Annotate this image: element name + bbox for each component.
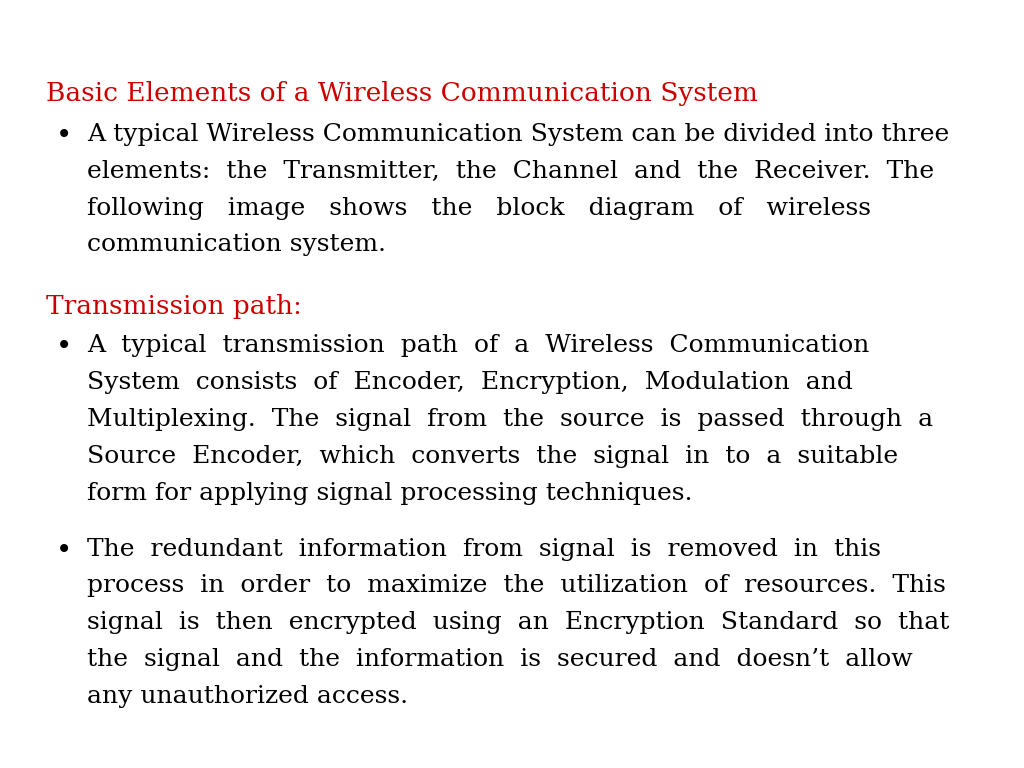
Text: Transmission path:: Transmission path: [46, 294, 302, 319]
Text: Source  Encoder,  which  converts  the  signal  in  to  a  suitable: Source Encoder, which converts the signa… [87, 445, 898, 468]
Text: following   image   shows   the   block   diagram   of   wireless: following image shows the block diagram … [87, 197, 871, 220]
Text: signal  is  then  encrypted  using  an  Encryption  Standard  so  that: signal is then encrypted using an Encryp… [87, 611, 949, 634]
Text: Basic Elements of a Wireless Communication System: Basic Elements of a Wireless Communicati… [46, 81, 758, 106]
Text: elements:  the  Transmitter,  the  Channel  and  the  Receiver.  The: elements: the Transmitter, the Channel a… [87, 160, 934, 183]
Text: •: • [56, 538, 73, 564]
Text: communication system.: communication system. [87, 233, 386, 257]
Text: •: • [56, 334, 73, 361]
Text: The  redundant  information  from  signal  is  removed  in  this: The redundant information from signal is… [87, 538, 881, 561]
Text: A typical Wireless Communication System can be divided into three: A typical Wireless Communication System … [87, 123, 949, 146]
Text: form for applying signal processing techniques.: form for applying signal processing tech… [87, 482, 692, 505]
Text: A  typical  transmission  path  of  a  Wireless  Communication: A typical transmission path of a Wireles… [87, 334, 869, 357]
Text: Multiplexing.  The  signal  from  the  source  is  passed  through  a: Multiplexing. The signal from the source… [87, 408, 933, 431]
Text: •: • [56, 123, 73, 150]
Text: the  signal  and  the  information  is  secured  and  doesn’t  allow: the signal and the information is secure… [87, 648, 912, 671]
Text: process  in  order  to  maximize  the  utilization  of  resources.  This: process in order to maximize the utiliza… [87, 574, 946, 598]
Text: System  consists  of  Encoder,  Encryption,  Modulation  and: System consists of Encoder, Encryption, … [87, 371, 853, 394]
Text: any unauthorized access.: any unauthorized access. [87, 685, 409, 708]
